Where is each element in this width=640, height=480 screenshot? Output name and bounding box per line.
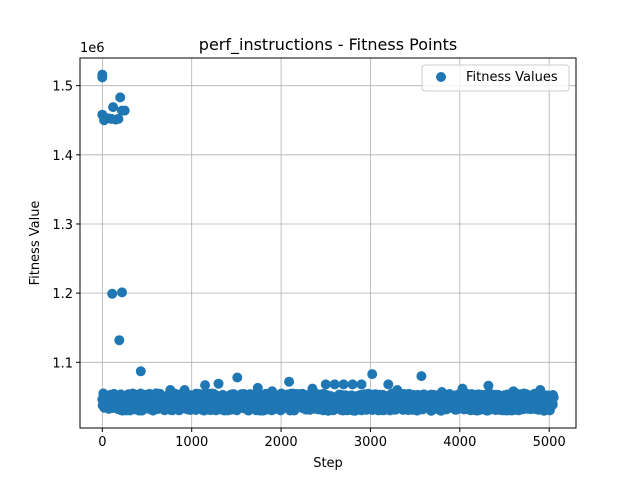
data-point	[97, 72, 108, 83]
legend-box	[421, 64, 570, 92]
plot-frame	[79, 57, 577, 429]
data-point	[284, 376, 295, 387]
y-tick-label: 1.3	[52, 218, 73, 233]
grid-lines	[80, 58, 576, 428]
data-point	[320, 379, 331, 390]
x-axis-label: Step	[313, 456, 343, 471]
y-axis-label: Fitness Value	[28, 201, 43, 286]
data-point	[107, 288, 118, 299]
data-point	[119, 105, 130, 116]
data-point	[547, 399, 558, 410]
data-point	[117, 287, 127, 298]
data-point	[135, 366, 146, 377]
data-point	[383, 379, 394, 390]
data-point	[115, 92, 126, 103]
data-point	[392, 385, 403, 395]
axis-ticks: 0 1000 2000 3000 4000 5000 1.1 1.2 1.3 1.4 1.5	[52, 80, 565, 450]
x-tick-label: 0	[98, 435, 106, 450]
x-tick-label: 1000	[175, 435, 208, 450]
legend: Fitness Values	[421, 64, 570, 92]
data-point	[483, 380, 494, 391]
chart-title: perf_instructions - Fitness Points	[199, 35, 457, 55]
data-point	[457, 383, 468, 394]
data-point	[416, 371, 427, 382]
data-point	[114, 335, 125, 346]
data-point	[338, 379, 349, 390]
data-point	[213, 378, 224, 389]
data-points	[97, 69, 559, 416]
x-tick-label: 2000	[265, 435, 298, 450]
x-tick-label: 4000	[443, 435, 476, 450]
data-point	[307, 383, 318, 394]
legend-marker	[436, 72, 446, 82]
data-point	[252, 382, 263, 393]
data-point	[535, 385, 546, 395]
data-point	[367, 369, 378, 380]
data-point	[200, 380, 211, 391]
data-point	[508, 386, 519, 397]
y-tick-label: 1.1	[52, 356, 73, 371]
data-point	[267, 386, 278, 397]
data-point	[165, 385, 176, 395]
data-point	[113, 113, 124, 124]
y-tick-label: 1.4	[52, 149, 73, 164]
x-tick-label: 3000	[354, 435, 387, 450]
data-point	[356, 379, 367, 390]
data-point	[347, 379, 358, 390]
data-point	[151, 388, 161, 399]
y-tick-label: 1.2	[52, 287, 73, 302]
legend-entry-fitness-values: Fitness Values	[466, 70, 558, 85]
y-scale-offset-label: 1e6	[80, 41, 105, 56]
data-point	[436, 387, 447, 397]
data-point	[329, 379, 340, 390]
data-point	[548, 392, 559, 403]
x-tick-label: 5000	[533, 435, 566, 450]
data-point	[232, 372, 243, 383]
data-point	[108, 102, 119, 113]
y-tick-label: 1.5	[52, 80, 73, 95]
data-point	[179, 385, 190, 395]
plot-background	[80, 58, 576, 428]
